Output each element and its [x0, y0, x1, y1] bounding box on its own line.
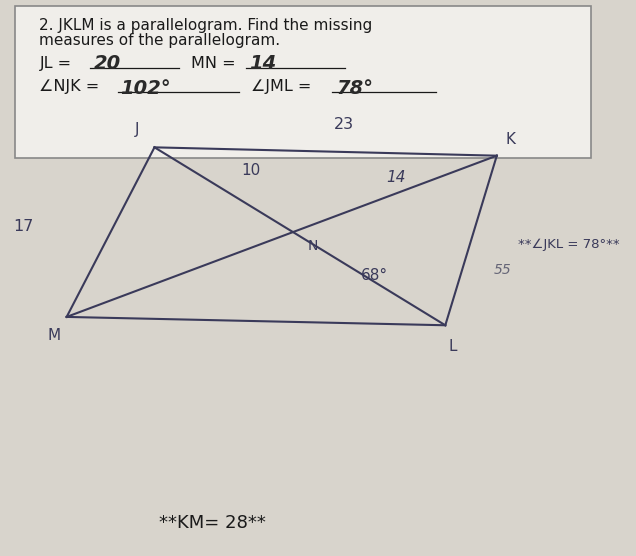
Text: K: K: [506, 132, 516, 147]
Text: 20: 20: [94, 54, 121, 73]
Text: L: L: [448, 339, 457, 354]
Text: J: J: [135, 122, 139, 137]
Text: 14: 14: [386, 170, 406, 185]
Text: 68°: 68°: [361, 268, 387, 282]
Text: 23: 23: [334, 117, 354, 132]
Text: N: N: [307, 239, 317, 253]
Text: M: M: [48, 328, 60, 343]
Text: 78°: 78°: [336, 79, 373, 98]
Text: 2. JKLM is a parallelogram. Find the missing: 2. JKLM is a parallelogram. Find the mis…: [39, 18, 373, 33]
Text: **KM= 28**: **KM= 28**: [158, 514, 265, 532]
Text: MN =: MN =: [191, 56, 240, 71]
Text: ∠NJK =: ∠NJK =: [39, 79, 105, 94]
Text: 102°: 102°: [120, 79, 170, 98]
Text: 14: 14: [249, 54, 277, 73]
Text: 17: 17: [13, 219, 33, 234]
Text: JL =: JL =: [39, 56, 76, 71]
Text: 10: 10: [242, 163, 261, 178]
Text: ∠JML =: ∠JML =: [251, 79, 317, 94]
Text: measures of the parallelogram.: measures of the parallelogram.: [39, 33, 280, 48]
Text: 55: 55: [494, 262, 511, 277]
FancyBboxPatch shape: [15, 6, 591, 158]
Text: **∠JKL = 78°**: **∠JKL = 78°**: [518, 238, 619, 251]
